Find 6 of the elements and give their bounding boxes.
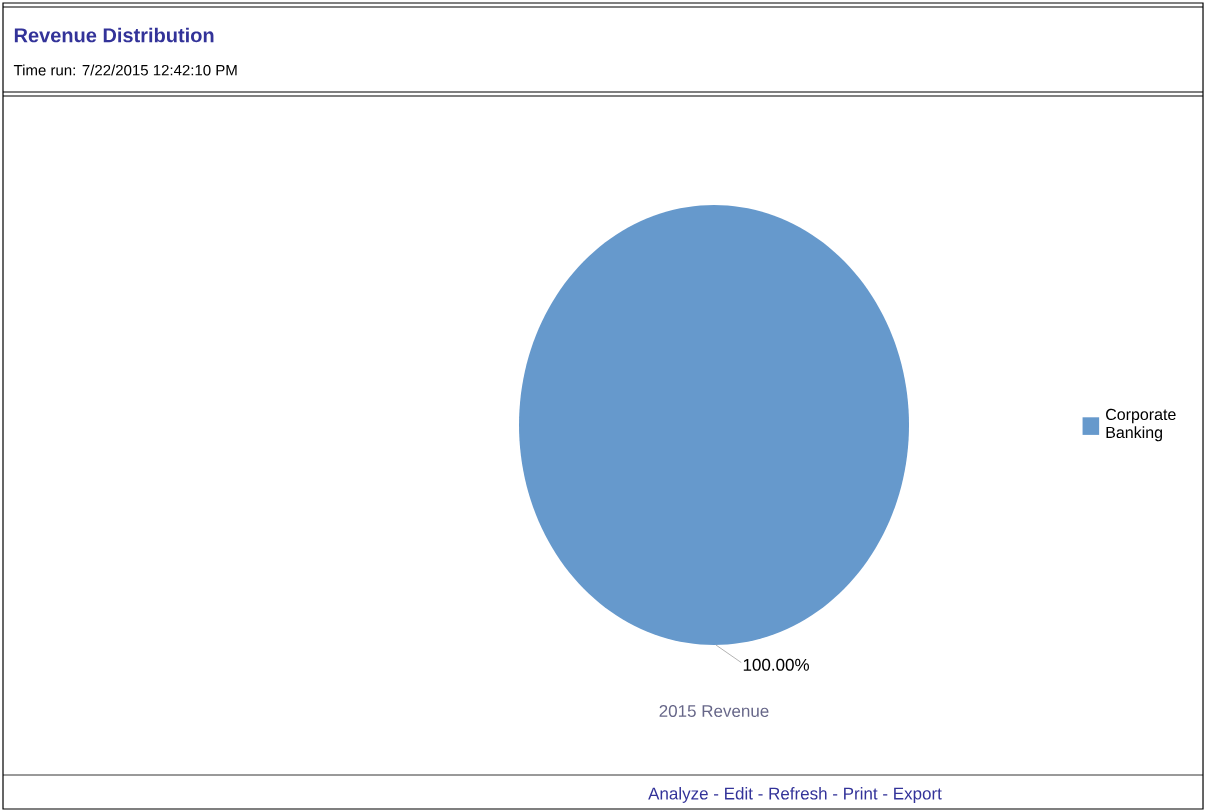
text: 2015 Revenue xyxy=(659,704,769,718)
text: Analyze - Edit - Refresh - Print - Export xyxy=(648,787,942,803)
text: Time run: 7/22/2015 12:42:10 PM xyxy=(13,64,237,76)
legend-label: Corporate Banking xyxy=(1106,408,1176,442)
text: Revenue Distribution xyxy=(14,27,214,43)
data-label: 100.00% xyxy=(743,658,809,671)
